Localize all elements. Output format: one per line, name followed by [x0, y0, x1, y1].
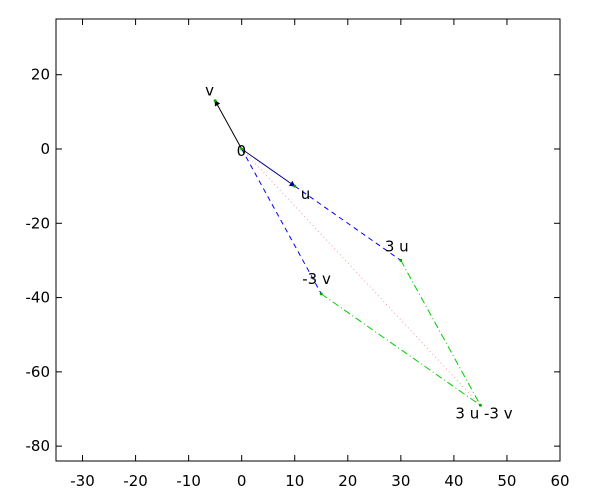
y-tick-label: -60: [26, 363, 51, 381]
vector-point: [399, 258, 403, 262]
vector-point: [293, 184, 297, 188]
y-tick-label: -20: [26, 214, 51, 232]
vector-segment: [294, 185, 402, 261]
y-tick-label: -40: [26, 289, 51, 307]
y-tick-label: 0: [40, 140, 50, 158]
x-tick-label: 60: [550, 472, 569, 490]
vector-segment: [241, 148, 296, 187]
x-tick-label: 50: [497, 472, 516, 490]
y-tick-label: 20: [31, 66, 50, 84]
vector-point: [319, 292, 323, 296]
vector-segments: [214, 99, 481, 406]
point-label: 3 u -3 v: [455, 404, 512, 422]
vector-segment: [214, 99, 243, 150]
x-tick-label: 20: [338, 472, 357, 490]
vector-point: [213, 99, 217, 103]
vector-points: 0 u v 3 u -3 v 3 u -3 v: [205, 82, 513, 423]
y-tick-label: -80: [26, 437, 51, 455]
x-tick-label: 40: [444, 472, 463, 490]
point-label: u: [301, 185, 311, 203]
vector-point: [478, 403, 482, 407]
x-tick-label: -30: [70, 472, 95, 490]
point-label: 3 u: [385, 237, 409, 255]
x-tick-label: 10: [285, 472, 304, 490]
vector-segment: [320, 293, 481, 406]
x-tick-label: 30: [391, 472, 410, 490]
axis-ticks: -30 -20 -10 0 10 20 30 40 50 60 20 0 -20 -40 -60 -80: [26, 19, 570, 490]
vector-segment: [241, 148, 322, 295]
x-tick-label: -10: [176, 472, 201, 490]
vector-segment: [400, 260, 481, 406]
point-label: 0: [237, 142, 247, 160]
x-tick-label: -20: [123, 472, 148, 490]
x-tick-label: 0: [237, 472, 247, 490]
plot-frame: [55, 18, 561, 462]
vector-point: [240, 147, 244, 151]
point-label: -3 v: [302, 270, 331, 288]
point-label: v: [205, 82, 214, 100]
vector-segment: [241, 148, 481, 406]
